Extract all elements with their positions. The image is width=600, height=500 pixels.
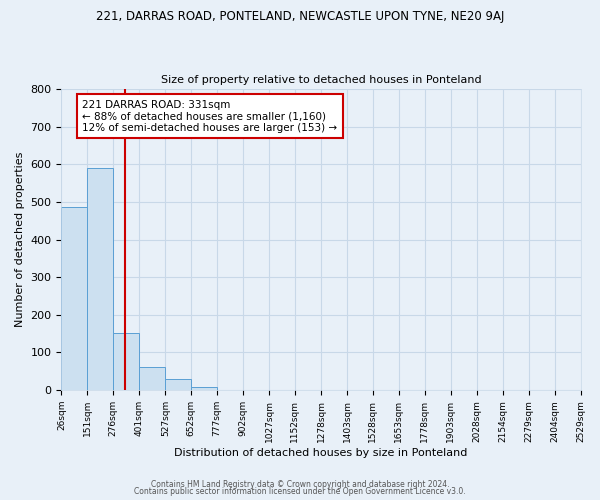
- Bar: [191, 387, 217, 390]
- Bar: [113, 332, 139, 390]
- Title: Size of property relative to detached houses in Ponteland: Size of property relative to detached ho…: [161, 76, 481, 86]
- Bar: [166, 379, 191, 390]
- Y-axis label: Number of detached properties: Number of detached properties: [15, 152, 25, 328]
- Text: 221 DARRAS ROAD: 331sqm
← 88% of detached houses are smaller (1,160)
12% of semi: 221 DARRAS ROAD: 331sqm ← 88% of detache…: [82, 100, 337, 133]
- Bar: [61, 207, 88, 390]
- Text: 221, DARRAS ROAD, PONTELAND, NEWCASTLE UPON TYNE, NE20 9AJ: 221, DARRAS ROAD, PONTELAND, NEWCASTLE U…: [96, 10, 504, 23]
- Text: Contains public sector information licensed under the Open Government Licence v3: Contains public sector information licen…: [134, 487, 466, 496]
- X-axis label: Distribution of detached houses by size in Ponteland: Distribution of detached houses by size …: [174, 448, 467, 458]
- Bar: [139, 367, 166, 390]
- Text: Contains HM Land Registry data © Crown copyright and database right 2024.: Contains HM Land Registry data © Crown c…: [151, 480, 449, 489]
- Bar: [88, 168, 113, 390]
